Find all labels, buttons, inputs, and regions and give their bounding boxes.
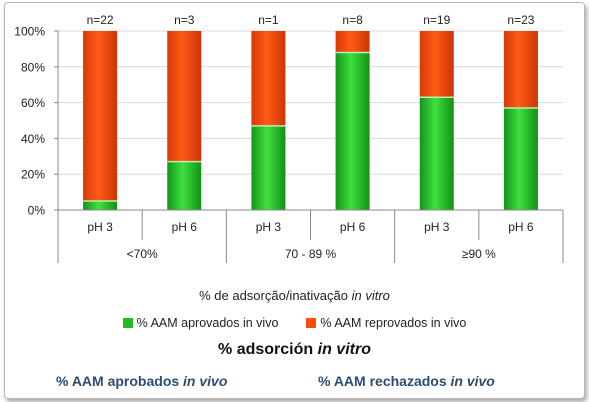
y-tick-label: 100% <box>14 25 45 39</box>
y-tick-label: 0% <box>28 204 46 218</box>
bar-segment-approved <box>167 161 202 210</box>
x-group-label: 70 - 89 % <box>285 247 337 261</box>
legend-item-approved: % AAM aprovados in vivo <box>122 316 279 330</box>
x-group-label: <70% <box>127 247 158 261</box>
n-label: n=1 <box>258 13 279 27</box>
x-category-label: pH 3 <box>87 220 113 234</box>
x-group-label: ≥90 % <box>462 247 496 261</box>
bar-segment-approved <box>251 125 286 210</box>
legend-item-rejected: % AAM reprovados in vivo <box>306 316 466 330</box>
y-tick-label: 20% <box>21 168 45 182</box>
x-category-label: pH 6 <box>172 220 198 234</box>
bar-segment-rejected <box>335 31 370 53</box>
n-label: n=22 <box>87 13 114 27</box>
spanish-legend-approved-italic: in vivo <box>183 373 228 389</box>
spanish-legend-rejected: % AAM rechazados in vivo <box>318 373 495 389</box>
legend-swatch-approved <box>122 318 133 328</box>
legend-label-approved: % AAM aprovados in vivo <box>136 316 279 330</box>
bar-segment-approved <box>83 201 118 210</box>
n-label: n=3 <box>174 13 195 27</box>
bar-segment-approved <box>335 52 370 211</box>
x-category-label: pH 3 <box>256 220 282 234</box>
x-category-label: pH 6 <box>508 220 534 234</box>
x-category-label: pH 3 <box>424 220 450 234</box>
x-axis-title: % de adsorção/inativação in vitro <box>0 288 589 303</box>
bar-segment-rejected <box>167 31 202 162</box>
spanish-legend-approved: % AAM aprobados in vivo <box>56 373 227 389</box>
bar-segment-rejected <box>251 31 286 126</box>
spanish-legend-approved-text: % AAM aprobados <box>56 373 180 389</box>
x-category-label: pH 6 <box>340 220 366 234</box>
n-label: n=8 <box>342 13 363 27</box>
spanish-legend-rejected-text: % AAM rechazados <box>318 373 447 389</box>
stacked-bar-chart: n=22 n=3 n=1 n=8 n=19 n=23 0% 20% 40% 60% 80% 100%… <box>14 13 564 263</box>
y-tick-label: 40% <box>21 132 45 146</box>
n-label: n=19 <box>423 13 450 27</box>
x-axis-title-italic: in vitro <box>351 288 390 303</box>
legend: % AAM aprovados in vivo % AAM reprovados… <box>0 316 589 330</box>
spanish-caption-title: % adsorción in vitro <box>0 341 589 359</box>
y-tick-label: 80% <box>21 60 45 74</box>
spanish-caption-title-italic: in vitro <box>317 341 371 358</box>
bar-segment-approved <box>419 97 454 210</box>
bar-segment-rejected <box>419 31 454 98</box>
bar-segment-approved <box>503 107 538 210</box>
y-tick-label: 60% <box>21 96 45 110</box>
spanish-caption-title-text: % adsorción <box>218 341 314 358</box>
bar-segment-rejected <box>503 31 538 108</box>
legend-label-rejected: % AAM reprovados in vivo <box>320 316 467 330</box>
spanish-legend-rejected-italic: in vivo <box>450 373 495 389</box>
n-label: n=23 <box>507 13 534 27</box>
legend-swatch-rejected <box>306 318 317 328</box>
bar-segment-rejected <box>83 31 118 202</box>
x-axis-title-text: % de adsorção/inativação <box>199 288 348 303</box>
